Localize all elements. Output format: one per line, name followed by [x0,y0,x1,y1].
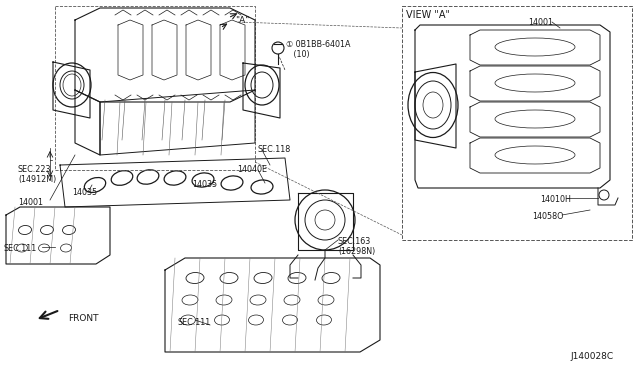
Text: ① 0B1BB-6401A
   (10): ① 0B1BB-6401A (10) [286,40,351,60]
Text: 14001: 14001 [528,18,553,27]
Text: 14035: 14035 [192,180,217,189]
Text: 14010H: 14010H [540,195,571,204]
Text: SEC.118: SEC.118 [258,145,291,154]
Text: FRONT: FRONT [68,314,99,323]
Text: SEC.223
(14912M): SEC.223 (14912M) [18,165,56,185]
Text: 14001: 14001 [18,198,43,207]
Text: SEC.111: SEC.111 [4,244,37,253]
Text: J140028C: J140028C [570,352,613,361]
Text: VIEW "A": VIEW "A" [406,10,450,20]
Text: 14035: 14035 [72,188,97,197]
Text: 14040E: 14040E [237,165,267,174]
Text: SEC.111: SEC.111 [178,318,211,327]
Text: SEC.163
(16298N): SEC.163 (16298N) [338,237,375,256]
Text: "A": "A" [235,16,250,25]
Text: 14058O: 14058O [532,212,563,221]
